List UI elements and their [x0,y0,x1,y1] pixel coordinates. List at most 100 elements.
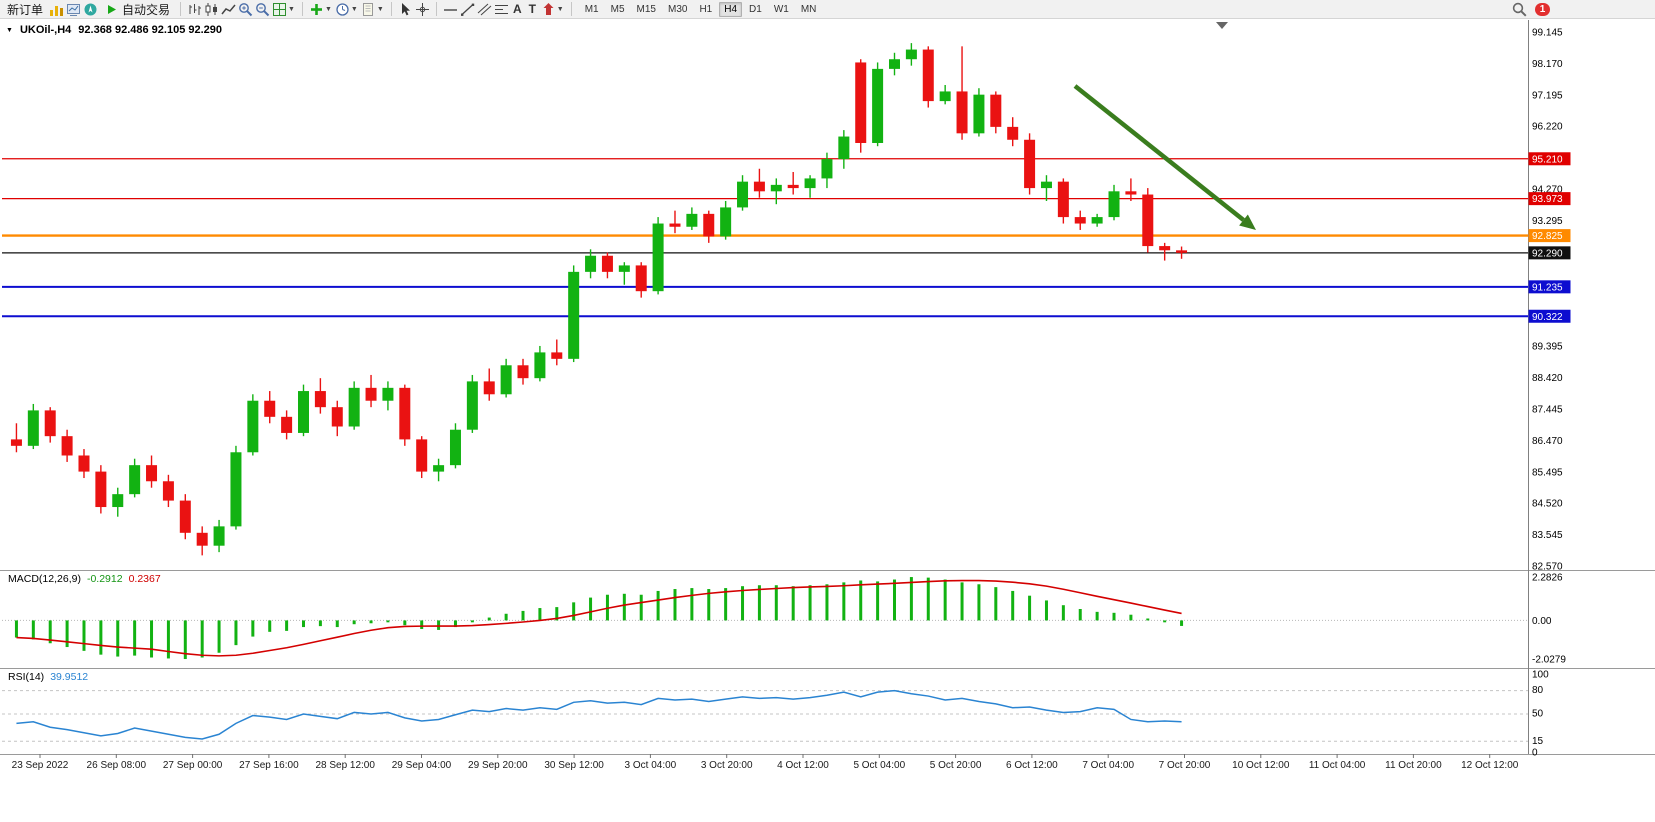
tile-windows-caret[interactable]: ▼ [288,5,295,13]
trendline-icon[interactable] [460,2,475,17]
candle-body [44,410,56,437]
toolbar-right-group: 1 [1512,2,1550,17]
text-tool-icon[interactable]: A [512,2,522,16]
candle-body [821,159,833,179]
price-badge [1528,246,1571,260]
periods-caret[interactable]: ▼ [350,5,358,13]
zoom-out-icon[interactable] [255,2,270,17]
channel-icon[interactable] [477,2,492,17]
candle-body [905,49,917,60]
trend-arrow-head[interactable] [1239,214,1256,230]
templates-icon[interactable] [361,2,376,17]
periods-clock-icon[interactable] [335,2,350,17]
chart-canvas[interactable]: 99.145 98.170 97.195 96.220 94.270 93.295 89.3… [0,20,1655,822]
zoom-in-icon[interactable] [238,2,253,17]
timeframe-button-m1[interactable]: M1 [584,3,599,15]
candle-body [500,365,512,395]
timeframe-group: M1 M5 M15 M30 H1 H4 D1 W1 MN [580,1,822,17]
price-axis-label: 97.195 [1532,90,1563,101]
bar-chart-icon[interactable] [187,2,202,17]
price-axis-label: 88.420 [1532,373,1563,384]
chart-title: ▼ UKOil-,H4 92.368 92.486 92.105 92.290 [6,24,222,36]
price-badge [1528,229,1571,243]
charts-icon[interactable] [49,2,64,17]
candle-body [281,416,293,433]
arrows-tool-icon[interactable] [541,2,556,17]
time-axis-label: 7 Oct 04:00 [1082,760,1134,771]
chart-shift-marker[interactable] [1216,22,1228,29]
price-badge-label: 91.235 [1532,282,1563,293]
new-order-button[interactable]: 新订单 [3,1,47,18]
indicators-icon[interactable] [309,2,324,17]
timeframe-button-m5[interactable]: M5 [610,3,625,15]
candle-body [1125,191,1137,195]
candle-body [1057,181,1069,218]
timeframe-button-m15[interactable]: M15 [636,3,656,15]
timeframe-button-mn[interactable]: MN [800,3,817,15]
rsi-axis-label: 80 [1532,685,1544,696]
chart-symbol-period: UKOil-,H4 [19,24,72,36]
price-badge-label: 93.973 [1532,194,1563,205]
time-axis-label: 3 Oct 04:00 [625,760,677,771]
candle-body [973,94,985,134]
price-axis-label: 87.445 [1532,404,1563,415]
candle-body [568,271,580,359]
price-levels-layer [2,158,1528,318]
templates-caret[interactable]: ▼ [376,5,384,13]
rsi-name: RSI(14) [8,671,45,683]
toolbar-separator [570,2,572,16]
line-chart-icon[interactable] [221,2,236,17]
candle-body [990,94,1002,127]
label-tool-icon[interactable]: T [528,2,536,16]
candle-body [78,455,90,472]
candle-body [669,223,681,227]
candle-body [466,381,478,430]
candle-body [737,181,749,208]
candle-body [939,91,951,102]
crosshair-icon[interactable] [415,2,430,17]
candle-body [1091,217,1103,224]
trend-arrow[interactable] [1073,84,1245,222]
timeframe-button-d1[interactable]: D1 [749,3,762,15]
timeframe-button-h4[interactable]: H4 [719,1,743,17]
fibonacci-icon[interactable] [494,2,509,17]
candle-body [534,352,546,379]
time-axis-label: 5 Oct 04:00 [853,760,905,771]
candle-body [601,255,613,272]
auto-trading-button[interactable]: 自动交易 [100,1,174,18]
timeframe-button-w1[interactable]: W1 [773,3,789,15]
indicators-caret[interactable]: ▼ [324,5,332,13]
timeframe-button-m30[interactable]: M30 [667,3,688,15]
timeframe-button-h1[interactable]: H1 [699,3,713,15]
candle-body [1040,181,1052,189]
one-click-trading-toggle[interactable]: ▼ [6,26,13,34]
notification-badge[interactable]: 1 [1535,3,1550,16]
time-axis-label: 29 Sep 20:00 [468,760,528,771]
price-badge [1528,309,1571,323]
price-badge [1528,280,1571,294]
candlestick-chart-icon[interactable] [204,2,219,17]
candle-body [298,391,309,433]
time-axis-label: 10 Oct 12:00 [1232,760,1290,771]
horizontal-line-icon[interactable] [443,2,458,17]
price-badge-label: 92.825 [1532,231,1563,242]
candle-body [449,429,461,466]
price-axis-label: 82.570 [1532,561,1563,572]
time-axis-label: 5 Oct 20:00 [930,760,982,771]
candle-body [61,436,73,456]
arrows-caret[interactable]: ▼ [556,5,564,13]
rsi-label: RSI(14) 39.9512 [8,671,94,683]
auto-trading-icon [104,2,119,17]
rsi-axis-label: 100 [1532,670,1549,681]
time-axis-label: 4 Oct 12:00 [777,760,829,771]
macd-label: MACD(12,26,9) -0.2912 0.2367 [8,573,167,585]
market-watch-icon[interactable] [66,2,81,17]
search-icon[interactable] [1512,2,1527,17]
cursor-icon[interactable] [398,2,413,17]
rsi-axis-label: 0 [1532,748,1538,759]
candle-body [635,265,647,292]
price-axis-label: 89.395 [1532,342,1563,353]
navigator-icon[interactable] [83,2,98,17]
time-axis-label: 23 Sep 2022 [12,760,69,771]
tile-windows-icon[interactable] [272,2,287,17]
